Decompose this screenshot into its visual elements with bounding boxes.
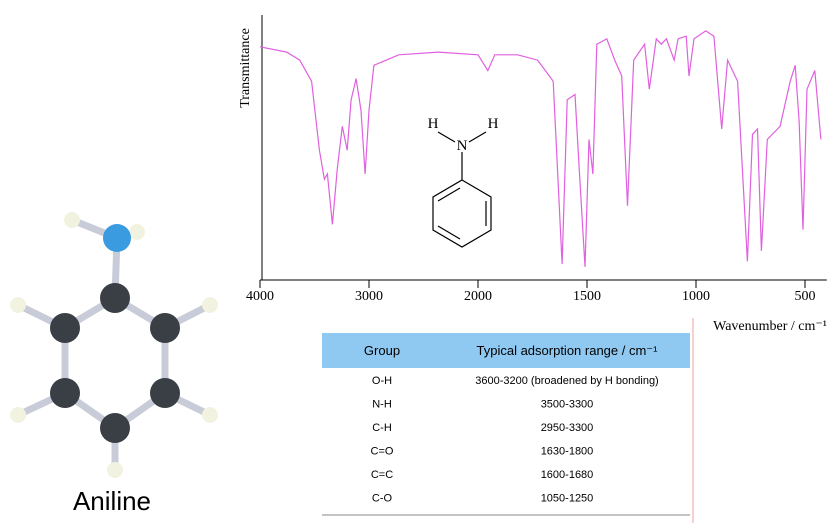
- x-tick-label: 1000: [682, 289, 710, 304]
- x-axis-label: Wavenumber / cm⁻¹: [713, 319, 827, 334]
- table-cell: N-H: [372, 399, 392, 411]
- table-cell: O-H: [372, 375, 392, 387]
- table-body: O-H 3600-3200 (broadened by H bonding) N-H…: [371, 375, 659, 505]
- table-cell: 1600-1680: [541, 469, 594, 481]
- x-tick-label: 500: [795, 289, 816, 304]
- table-cell: C=C: [371, 469, 393, 481]
- table-cell: C-O: [372, 493, 393, 505]
- x-tick-label: 2000: [464, 289, 492, 304]
- table-cell: 2950-3300: [541, 422, 594, 434]
- x-tick-label: 1500: [573, 289, 601, 304]
- y-axis-label: Transmittance: [238, 28, 253, 108]
- x-tick-label: 4000: [246, 289, 274, 304]
- atom-label: H: [488, 116, 499, 132]
- table-cell: 3500-3300: [541, 399, 594, 411]
- atom-label: H: [428, 116, 439, 132]
- table-cell: C-H: [372, 422, 392, 434]
- x-tick-label: 3000: [355, 289, 383, 304]
- table-header: Group: [364, 343, 400, 358]
- table-cell: C=O: [371, 446, 394, 458]
- table-cell: 1050-1250: [541, 493, 594, 505]
- table-cell: 3600-3200 (broadened by H bonding): [475, 375, 658, 387]
- page: Aniline Transmittance Wavenumber / cm⁻¹ …: [0, 0, 827, 523]
- model-caption: Aniline: [73, 486, 151, 516]
- spectrum-line: [260, 31, 821, 267]
- table-header: Typical adsorption range / cm⁻¹: [477, 343, 659, 358]
- table-cell: 1630-1800: [541, 446, 594, 458]
- atom-label: N: [457, 138, 468, 154]
